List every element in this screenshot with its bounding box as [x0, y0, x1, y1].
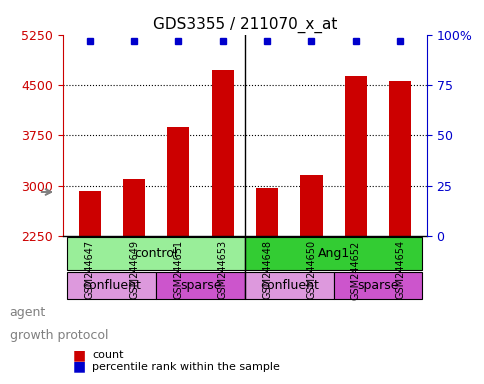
- Bar: [300, 175, 322, 237]
- Bar: [211, 70, 233, 237]
- Text: sparse: sparse: [357, 279, 398, 292]
- Text: GSM244647: GSM244647: [85, 240, 94, 300]
- Text: count: count: [92, 350, 123, 360]
- FancyBboxPatch shape: [67, 237, 244, 270]
- FancyBboxPatch shape: [333, 272, 422, 299]
- Text: Ang1: Ang1: [317, 247, 349, 260]
- Text: growth protocol: growth protocol: [10, 329, 108, 343]
- Text: GSM244651: GSM244651: [173, 240, 183, 300]
- Text: GSM244654: GSM244654: [394, 240, 404, 300]
- Text: confluent: confluent: [259, 279, 318, 292]
- FancyBboxPatch shape: [244, 237, 422, 270]
- Title: GDS3355 / 211070_x_at: GDS3355 / 211070_x_at: [152, 17, 336, 33]
- FancyBboxPatch shape: [156, 272, 244, 299]
- Text: GSM244650: GSM244650: [306, 240, 316, 300]
- Bar: [122, 179, 145, 237]
- Text: agent: agent: [10, 306, 46, 319]
- Text: GSM244648: GSM244648: [261, 240, 272, 299]
- Bar: [388, 81, 410, 237]
- Text: GSM244649: GSM244649: [129, 240, 139, 299]
- Text: ■: ■: [73, 360, 86, 374]
- Text: ■: ■: [73, 348, 86, 362]
- Text: sparse: sparse: [180, 279, 221, 292]
- Text: control: control: [134, 247, 178, 260]
- Bar: [78, 191, 101, 237]
- Text: percentile rank within the sample: percentile rank within the sample: [92, 362, 279, 372]
- Text: GSM244652: GSM244652: [350, 240, 360, 300]
- Bar: [256, 188, 278, 237]
- FancyBboxPatch shape: [244, 272, 333, 299]
- Text: confluent: confluent: [82, 279, 141, 292]
- Bar: [344, 76, 366, 237]
- FancyBboxPatch shape: [67, 272, 156, 299]
- Bar: [167, 127, 189, 237]
- Text: GSM244653: GSM244653: [217, 240, 227, 300]
